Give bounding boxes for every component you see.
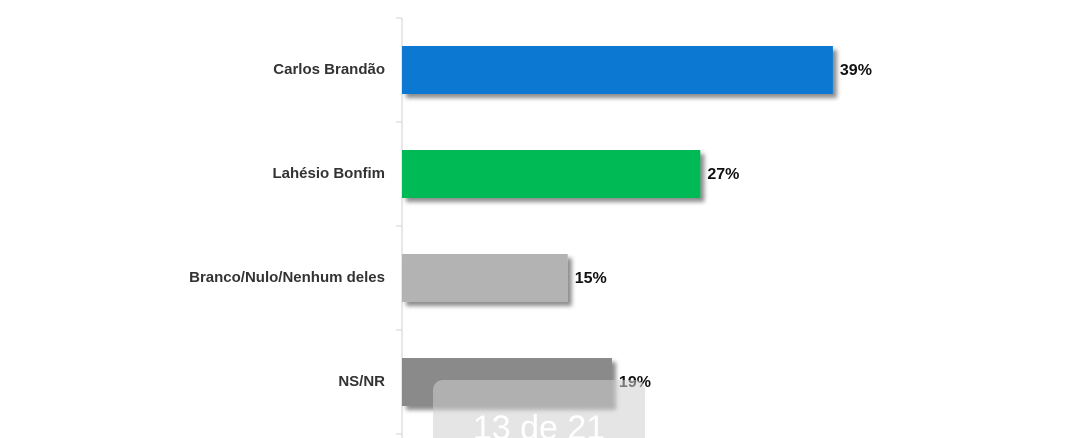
value-label: 39% bbox=[840, 62, 872, 79]
page-indicator: 13 de 21 bbox=[433, 380, 645, 438]
axis bbox=[396, 17, 403, 438]
bar bbox=[402, 150, 701, 198]
page-indicator-text: 13 de 21 bbox=[473, 409, 605, 438]
value-label: 27% bbox=[707, 166, 739, 183]
page-indicator-bg bbox=[433, 380, 645, 438]
bar bbox=[402, 46, 833, 94]
category-label: NS/NR bbox=[338, 373, 385, 390]
bar bbox=[402, 254, 568, 302]
category-label: Lahésio Bonfim bbox=[272, 165, 385, 182]
value-label: 15% bbox=[575, 270, 607, 287]
category-label: Carlos Brandão bbox=[273, 61, 385, 78]
category-label: Branco/Nulo/Nenhum deles bbox=[189, 269, 385, 286]
